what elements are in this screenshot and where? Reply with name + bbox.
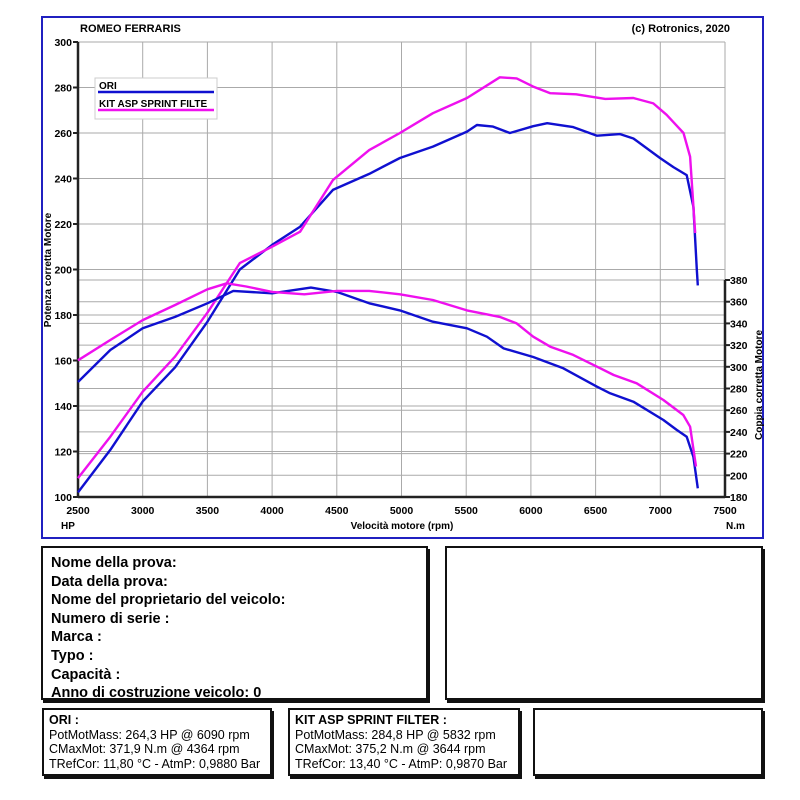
series-line-kit-torque bbox=[77, 282, 698, 467]
x-tick-label: 4000 bbox=[260, 505, 284, 517]
y-tick-label-left: 300 bbox=[54, 37, 72, 49]
y-tick-label-left: 280 bbox=[54, 83, 72, 95]
series-line-ori-torque bbox=[77, 286, 699, 489]
y-tick-label-left: 180 bbox=[54, 310, 72, 322]
y-tick-label-left: 200 bbox=[54, 265, 72, 277]
empty-result-panel bbox=[533, 708, 763, 776]
y-tick-label-left: 160 bbox=[54, 356, 72, 368]
right-unit-label: N.m bbox=[726, 521, 745, 532]
result-conditions: TRefCor: 13,40 °C - AtmP: 0,9870 Bar bbox=[295, 756, 508, 771]
info-serial: Numero di serie : bbox=[51, 610, 170, 627]
legend-label-ori: ORI bbox=[99, 81, 117, 92]
series-line-kit-power bbox=[77, 76, 697, 479]
x-tick-label: 5500 bbox=[455, 505, 479, 517]
x-tick-label: 5000 bbox=[390, 505, 414, 517]
info-capacity: Capacità : bbox=[51, 666, 121, 683]
x-tick-label: 6000 bbox=[519, 505, 543, 517]
result-max-power: PotMotMass: 284,8 HP @ 5832 rpm bbox=[295, 727, 496, 742]
y-tick-label-left: 240 bbox=[54, 174, 72, 186]
x-tick-label: 3500 bbox=[196, 505, 220, 517]
x-tick-label: 2500 bbox=[66, 505, 90, 517]
y-tick-label-right: 340 bbox=[730, 318, 748, 330]
info-brand: Marca : bbox=[51, 629, 102, 646]
y-tick-label-right: 220 bbox=[730, 449, 748, 461]
test-info-panel: Nome della prova: Data della prova: Nome… bbox=[41, 546, 428, 702]
y-tick-label-right: 280 bbox=[730, 384, 748, 396]
x-tick-label: 6500 bbox=[584, 505, 608, 517]
y-tick-label-right: 260 bbox=[730, 405, 748, 417]
x-axis-label: Velocità motore (rpm) bbox=[351, 521, 454, 532]
result-conditions: TRefCor: 11,80 °C - AtmP: 0,9880 Bar bbox=[49, 756, 261, 771]
empty-panel bbox=[445, 546, 763, 700]
left-unit-label: HP bbox=[61, 521, 75, 532]
legend-label-kit: KIT ASP SPRINT FILTE bbox=[99, 99, 207, 110]
x-tick-label: 7000 bbox=[649, 505, 673, 517]
x-tick-label: 4500 bbox=[325, 505, 349, 517]
chart-title: ROMEO FERRARIS bbox=[80, 23, 181, 35]
y-tick-label-right: 320 bbox=[730, 340, 748, 352]
result-max-power: PotMotMass: 264,3 HP @ 6090 rpm bbox=[49, 727, 250, 742]
info-owner: Nome del proprietario del veicolo: bbox=[51, 592, 286, 609]
y-tick-label-right: 200 bbox=[730, 470, 748, 482]
chart-frame bbox=[41, 16, 764, 539]
result-panel-kit: KIT ASP SPRINT FILTER : PotMotMass: 284,… bbox=[288, 708, 520, 776]
y-tick-label-left: 120 bbox=[54, 447, 72, 459]
y-tick-label-left: 140 bbox=[54, 401, 72, 413]
info-year: Anno di costruzione veicolo: 0 bbox=[51, 685, 262, 702]
info-test-date: Data della prova: bbox=[51, 573, 168, 590]
x-tick-label: 7500 bbox=[713, 505, 737, 517]
y-axis-right-label: Coppia corretta Motore bbox=[754, 330, 765, 440]
result-title: ORI : bbox=[49, 713, 79, 727]
y-tick-label-left: 260 bbox=[54, 128, 72, 140]
result-title: KIT ASP SPRINT FILTER : bbox=[295, 713, 447, 727]
y-tick-label-right: 180 bbox=[730, 492, 748, 504]
y-tick-label-right: 240 bbox=[730, 427, 748, 439]
result-max-torque: CMaxMot: 375,2 N.m @ 3644 rpm bbox=[295, 742, 486, 757]
info-test-name: Nome della prova: bbox=[51, 555, 177, 571]
legend: ORI KIT ASP SPRINT FILTE bbox=[94, 77, 218, 120]
info-type: Typo : bbox=[51, 647, 94, 664]
y-axis-left-label: Potenza corretta Motore bbox=[43, 212, 54, 327]
x-tick-label: 3000 bbox=[131, 505, 155, 517]
y-tick-label-right: 360 bbox=[730, 297, 748, 309]
y-tick-label-left: 100 bbox=[54, 492, 72, 504]
y-tick-label-right: 380 bbox=[730, 275, 748, 287]
result-panel-ori: ORI : PotMotMass: 264,3 HP @ 6090 rpm CM… bbox=[42, 708, 272, 776]
dyno-chart: ROMEO FERRARIS (c) Rotronics, 2020 2500 3… bbox=[41, 16, 765, 539]
result-max-torque: CMaxMot: 371,9 N.m @ 4364 rpm bbox=[49, 742, 240, 757]
y-tick-label-right: 300 bbox=[730, 362, 748, 374]
copyright: (c) Rotronics, 2020 bbox=[632, 23, 730, 35]
y-tick-label-left: 220 bbox=[54, 219, 72, 231]
